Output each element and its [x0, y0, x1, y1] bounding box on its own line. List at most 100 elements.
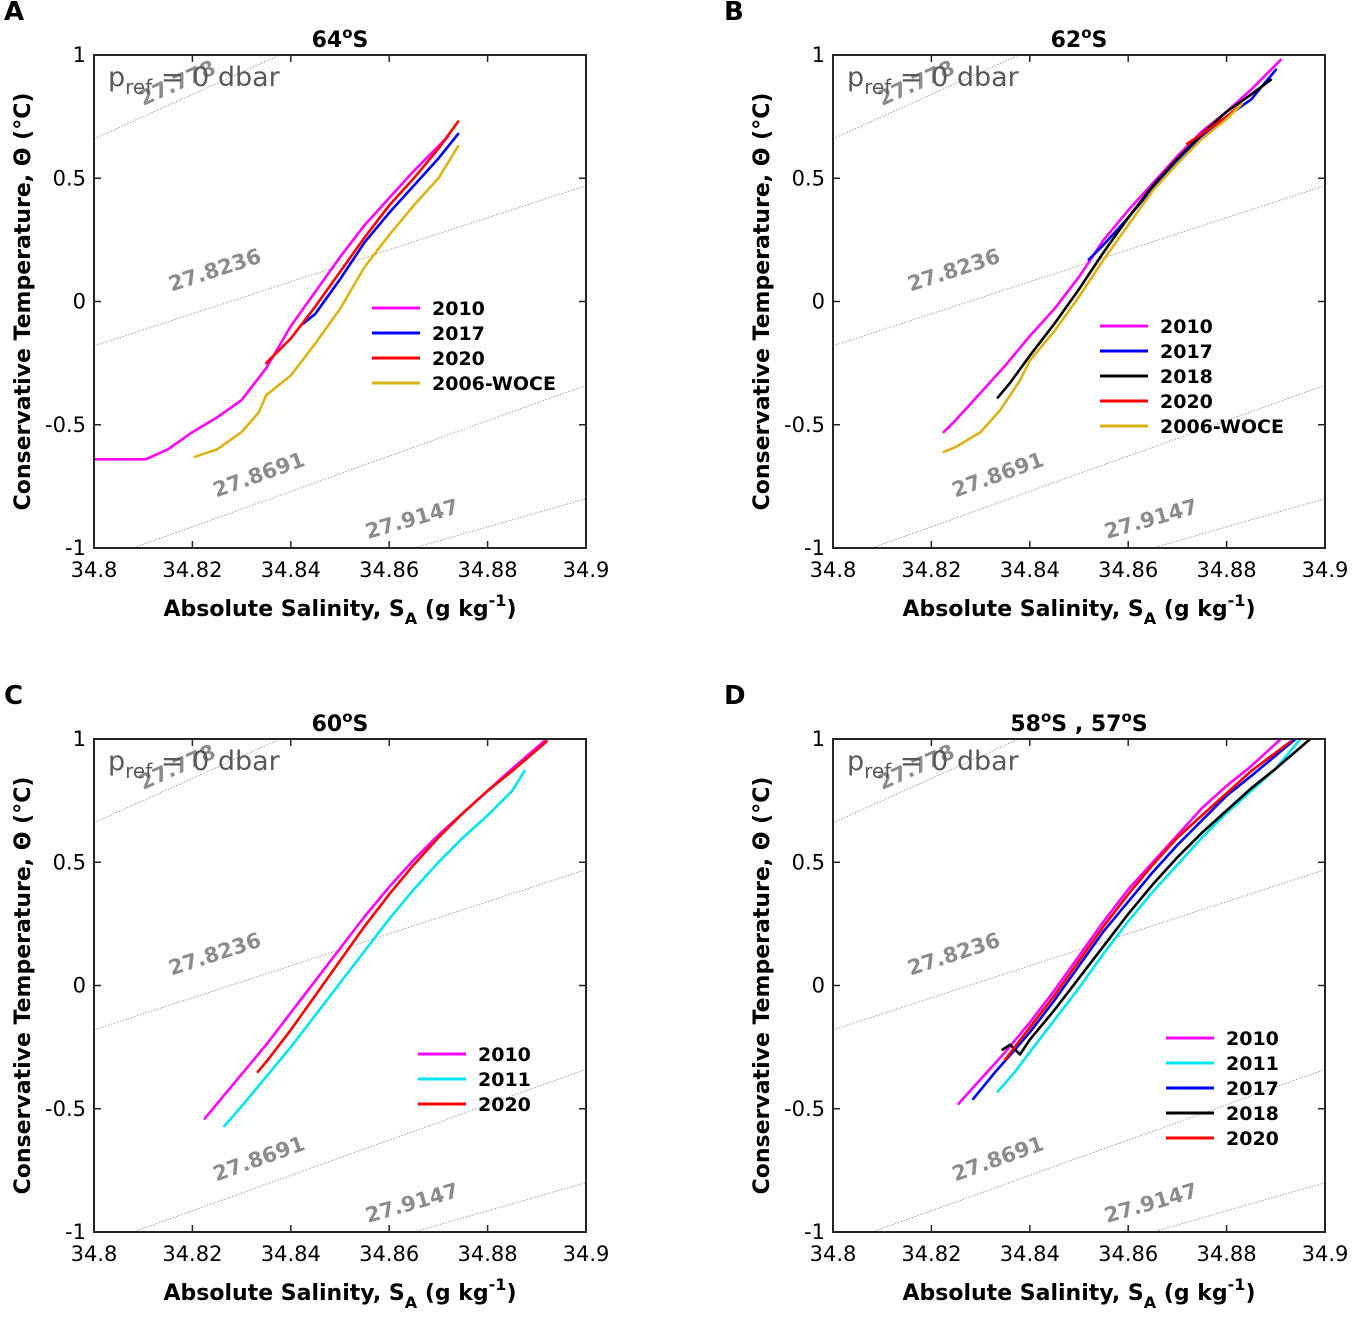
x-axis-label: Absolute Salinity, SA (g kg-1) — [902, 591, 1255, 628]
isopycnal-label: 27.8691 — [949, 447, 1047, 502]
isopycnal-label: 27.8691 — [210, 1131, 308, 1186]
legend-label: 2020 — [478, 1094, 531, 1116]
isopycnal-label: 27.9147 — [363, 494, 462, 543]
y-tick-label: 0.5 — [53, 166, 86, 190]
panel-letter: C — [4, 681, 23, 711]
x-tick-label: 34.84 — [261, 558, 321, 582]
y-tick-label: 1 — [73, 727, 86, 751]
data-series — [942, 58, 1282, 454]
legend: 2010 2011 2017 2018 2020 — [1166, 1028, 1279, 1150]
x-axis-label: Absolute Salinity, SA (g kg-1) — [163, 1275, 516, 1312]
legend-label: 2006-WOCE — [1160, 416, 1284, 438]
y-tick-label: 0 — [812, 290, 825, 314]
x-tick-label: 34.82 — [162, 558, 222, 582]
isopycnal-label: 27.9147 — [1102, 494, 1201, 543]
x-tick-label: 34.82 — [162, 1242, 222, 1266]
x-tick-label: 34.9 — [1302, 1242, 1349, 1266]
legend-label: 2010 — [1226, 1028, 1279, 1050]
isopycnal-label: 27.8236 — [166, 244, 264, 296]
isopycnal-line — [833, 185, 1325, 347]
series-line-2018 — [1001, 739, 1312, 1056]
y-tick-label: -0.5 — [784, 1097, 825, 1121]
isopycnal-line — [872, 1068, 1325, 1232]
legend-label: 2017 — [1160, 341, 1213, 363]
legend-label: 2017 — [432, 323, 485, 345]
y-axis-label: Conservative Temperature, Θ (°C) — [11, 777, 36, 1195]
isopycnal-label: 27.8236 — [905, 244, 1003, 296]
data-series — [94, 120, 460, 461]
legend-label: 2010 — [478, 1044, 531, 1066]
series-line-2017 — [301, 132, 460, 326]
legend-label: 2010 — [432, 298, 485, 320]
y-tick-label: -1 — [804, 1220, 825, 1244]
x-axis-label: Absolute Salinity, SA (g kg-1) — [902, 1275, 1255, 1312]
series-line-2011 — [996, 739, 1302, 1093]
legend: 2010 2017 2020 2006-WOCE — [372, 298, 556, 395]
y-tick-label: 1 — [812, 43, 825, 67]
x-tick-label: 34.84 — [261, 1242, 321, 1266]
y-axis-label: Conservative Temperature, Θ (°C) — [11, 93, 36, 511]
isopycnal-label: 27.8691 — [949, 1131, 1047, 1186]
data-series — [957, 739, 1312, 1106]
y-tick-label: 0 — [812, 974, 825, 998]
x-tick-label: 34.86 — [1098, 1242, 1158, 1266]
x-tick-label: 34.82 — [901, 558, 961, 582]
isopycnal-line — [833, 869, 1325, 1031]
legend-label: 2017 — [1226, 1078, 1279, 1100]
y-tick-label: -0.5 — [784, 413, 825, 437]
chart-title: 60oS — [312, 708, 369, 737]
series-line-2018 — [996, 78, 1273, 399]
y-tick-label: -1 — [65, 536, 86, 560]
series-line-2020 — [1185, 103, 1243, 145]
isopycnal-line — [133, 384, 586, 548]
chart-title: 62oS — [1051, 24, 1108, 53]
legend-label: 2020 — [1226, 1128, 1279, 1150]
x-tick-label: 34.9 — [1302, 558, 1349, 582]
x-axis-label: Absolute Salinity, SA (g kg-1) — [163, 591, 516, 628]
series-line-2020 — [256, 740, 548, 1074]
series-line-2017 — [971, 739, 1297, 1101]
pref-annotation: pref = 0 dbar — [847, 746, 1020, 783]
legend-label: 2011 — [478, 1069, 531, 1091]
y-tick-label: -0.5 — [45, 1097, 86, 1121]
x-tick-label: 34.88 — [458, 1242, 518, 1266]
panel-letter: B — [724, 0, 744, 27]
chart-title: 64oS — [312, 24, 369, 53]
pref-annotation: pref = 0 dbar — [108, 746, 281, 783]
isopycnal-label: 27.8236 — [905, 928, 1003, 980]
x-tick-label: 34.88 — [458, 558, 518, 582]
panel-letter: A — [4, 0, 24, 27]
y-tick-label: -1 — [65, 1220, 86, 1244]
x-tick-label: 34.9 — [563, 558, 610, 582]
x-tick-label: 34.88 — [1197, 1242, 1257, 1266]
x-tick-label: 34.8 — [71, 558, 118, 582]
isopycnal-line — [133, 1068, 586, 1232]
x-tick-label: 34.86 — [1098, 558, 1158, 582]
x-tick-label: 34.82 — [901, 1242, 961, 1266]
x-tick-label: 34.86 — [359, 1242, 419, 1266]
panel-letter: D — [724, 681, 746, 711]
legend-label: 2011 — [1226, 1053, 1279, 1075]
isopycnal-label: 27.9147 — [363, 1178, 462, 1227]
x-tick-label: 34.84 — [1000, 558, 1060, 582]
isopycnal-label: 27.8236 — [166, 928, 264, 980]
y-tick-label: 0 — [73, 974, 86, 998]
legend-label: 2006-WOCE — [432, 373, 556, 395]
x-tick-label: 34.88 — [1197, 558, 1257, 582]
isopycnal-label: 27.8691 — [210, 447, 308, 502]
legend-label: 2020 — [1160, 391, 1213, 413]
x-tick-label: 34.9 — [563, 1242, 610, 1266]
pref-annotation: pref = 0 dbar — [847, 62, 1020, 99]
y-tick-label: 0 — [73, 290, 86, 314]
x-tick-label: 34.8 — [810, 1242, 857, 1266]
series-line-2006-woce — [193, 144, 460, 459]
series-line-2011 — [223, 769, 526, 1128]
legend-label: 2018 — [1160, 366, 1213, 388]
legend-label: 2018 — [1226, 1103, 1279, 1125]
x-tick-label: 34.8 — [71, 1242, 118, 1266]
y-tick-label: -0.5 — [45, 413, 86, 437]
x-tick-label: 34.8 — [810, 558, 857, 582]
